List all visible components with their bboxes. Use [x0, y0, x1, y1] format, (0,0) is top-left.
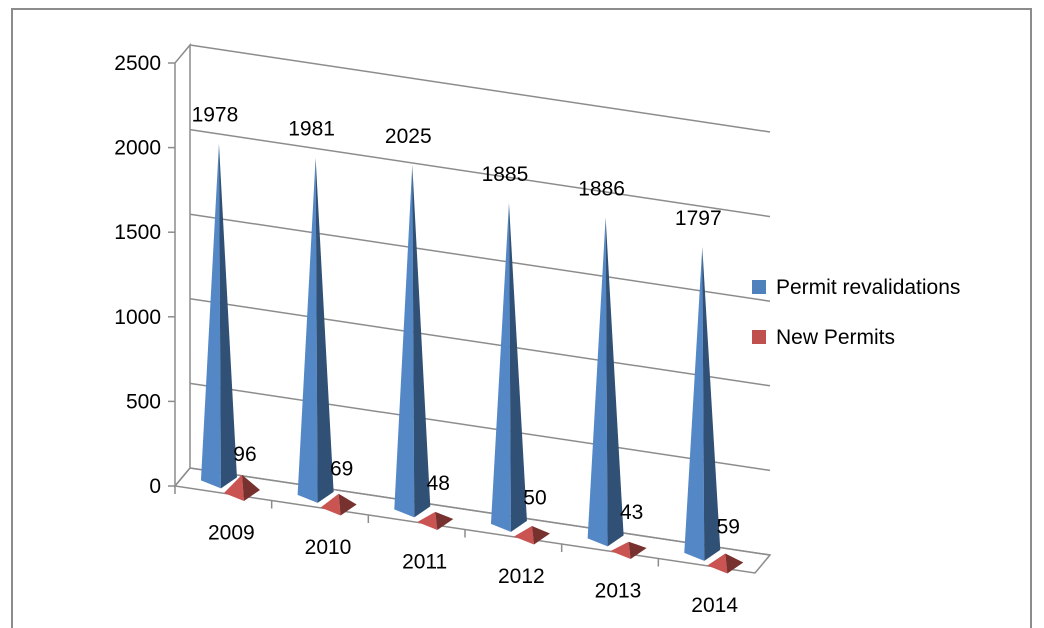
bar-permit-revalidations-shade	[412, 164, 431, 518]
bar-new-permits-shade	[241, 474, 260, 501]
y-tick-label: 1000	[114, 306, 161, 329]
legend: Permit revalidations New Permits	[752, 276, 960, 349]
x-axis-categories: 2009 2010 2011 2012 2013 2014	[174, 486, 738, 617]
x-category-label: 2012	[498, 565, 545, 588]
data-label: 50	[523, 486, 546, 509]
gridline	[189, 44, 771, 133]
y-tick-label: 500	[126, 390, 161, 413]
bar-permit-revalidations	[200, 143, 221, 489]
bar-permit-revalidations	[297, 157, 318, 503]
x-category-label: 2009	[208, 521, 255, 544]
data-label: 96	[233, 443, 256, 466]
data-label: 1885	[482, 163, 529, 186]
bar-permit-revalidations-shade	[315, 157, 334, 503]
floor	[173, 467, 772, 574]
bar-permit-revalidations-shade	[508, 202, 527, 532]
bar-new-permits	[417, 511, 438, 530]
y-axis-ticks: 0 500 1000 1500 2000 2500	[114, 52, 161, 498]
y-tick-label: 2500	[114, 52, 161, 75]
x-category-label: 2013	[595, 579, 642, 602]
chart-frame	[11, 8, 1032, 628]
bar-new-permits-shade	[435, 511, 454, 530]
data-label: 69	[330, 457, 353, 480]
bar-permit-revalidations	[684, 246, 705, 561]
data-label: 1797	[675, 207, 722, 230]
bar-new-permits-shade	[725, 553, 744, 574]
data-label: 1886	[578, 177, 625, 200]
side-wall	[174, 42, 191, 489]
gridlines	[168, 44, 771, 556]
bar-permit-revalidations	[587, 217, 608, 547]
bar-new-permits	[223, 474, 244, 501]
bar-new-permits-shade	[628, 541, 647, 559]
x-category-label: 2014	[691, 594, 738, 617]
x-category-label: 2011	[402, 550, 447, 573]
chart-walls	[173, 42, 772, 574]
gridline	[189, 382, 771, 472]
gridline	[189, 298, 771, 387]
legend-label: New Permits	[776, 326, 895, 349]
x-category-label: 2010	[305, 536, 352, 559]
bar-permit-revalidations	[394, 164, 415, 518]
legend-swatch	[752, 330, 766, 344]
legend-swatch	[752, 280, 766, 294]
bar-new-permits	[610, 541, 631, 559]
bar-new-permits	[513, 526, 534, 545]
y-tick-label: 2000	[114, 137, 161, 160]
bar-new-permits	[707, 553, 728, 574]
bar-permit-revalidations	[490, 202, 511, 532]
chart-marks	[200, 143, 744, 574]
data-labels: 1978 96 1981 69 2025 48 1885 50 1886 43 1797 59	[192, 104, 740, 539]
data-label: 48	[427, 472, 450, 495]
gridline	[189, 213, 771, 302]
bar-permit-revalidations-shade	[218, 143, 237, 489]
bar-permit-revalidations-shade	[702, 246, 721, 561]
bar-permit-revalidations-shade	[605, 217, 624, 547]
bar-new-permits	[320, 493, 341, 516]
data-label: 2025	[385, 125, 432, 148]
data-label: 1981	[288, 118, 335, 141]
y-tick-label: 1500	[114, 221, 161, 244]
bar-new-permits-shade	[531, 526, 550, 545]
gridline	[189, 467, 771, 556]
y-tick-label: 0	[149, 475, 161, 498]
gridline	[189, 128, 771, 218]
data-label: 1978	[192, 104, 239, 127]
bar-new-permits-shade	[338, 493, 357, 516]
data-label: 59	[717, 515, 740, 538]
data-label: 43	[620, 501, 643, 524]
legend-label: Permit revalidations	[776, 276, 960, 299]
